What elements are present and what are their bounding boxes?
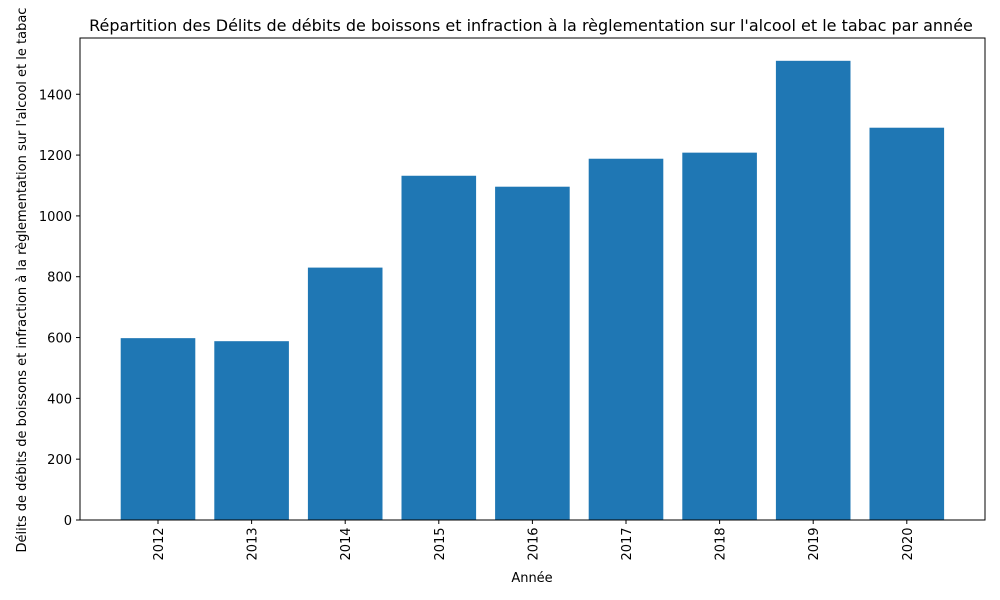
bar-2017 (588, 158, 664, 520)
x-axis-label: Année (511, 571, 552, 586)
x-tick-label: 2013 (246, 527, 261, 560)
bar-2013 (214, 341, 289, 520)
y-axis: 0 200 400 600 800 1000 1200 1400 (39, 88, 80, 529)
x-tick-label: 2012 (152, 527, 167, 560)
bar-2016 (495, 186, 570, 520)
bar-2019 (775, 60, 851, 521)
y-tick-label: 1000 (39, 210, 72, 225)
bars-group (120, 60, 945, 521)
bar-2020 (869, 127, 945, 520)
x-tick-label: 2020 (901, 527, 916, 560)
x-tick-label: 2018 (714, 527, 729, 560)
y-tick-label: 600 (47, 332, 72, 347)
bar-2014 (307, 267, 383, 520)
y-tick-label: 0 (64, 514, 72, 529)
y-tick-label: 1400 (39, 88, 72, 103)
bar-2015 (401, 175, 477, 520)
y-tick-label: 200 (47, 453, 72, 468)
bar-2018 (682, 152, 757, 520)
plot-frame (79, 37, 986, 521)
bar-2012 (120, 338, 196, 520)
x-tick-label: 2014 (339, 527, 354, 560)
y-tick-label: 1200 (39, 149, 72, 164)
y-axis-label: Délits de débits de boissons et infracti… (15, 8, 30, 553)
y-tick-label: 400 (47, 392, 72, 407)
y-tick-label: 800 (47, 271, 72, 286)
chart-title: Répartition des Délits de débits de bois… (89, 16, 973, 35)
x-axis: 2012 2013 2014 2015 2016 2017 2018 2019 2020 (152, 520, 916, 561)
x-tick-label: 2017 (620, 527, 635, 560)
x-tick-label: 2019 (807, 527, 822, 560)
x-tick-label: 2015 (433, 527, 448, 560)
x-tick-label: 2016 (526, 527, 541, 560)
